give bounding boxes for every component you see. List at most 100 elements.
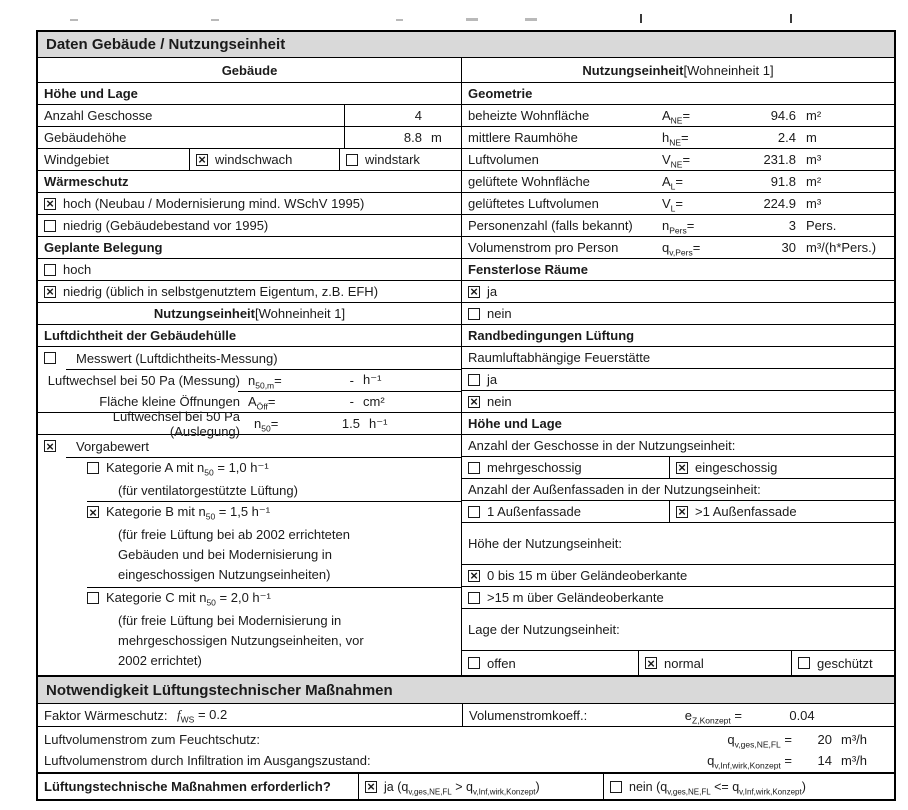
checkbox-geschuetzt[interactable] [798, 657, 810, 669]
qinf-line: qv,Inf,wirk,Konzept = 14 m³/h [588, 750, 888, 771]
faktor-waermeschutz-cell: Faktor Wärmeschutz: fWS = 0.2 [38, 704, 463, 726]
symbol-aoeff: AÖff= [248, 394, 276, 412]
symbol-vne: VNE= [662, 152, 691, 170]
qges-line: qv,ges,NE,FL = 20 m³/h [588, 729, 888, 750]
symbol-n50: n50= [254, 416, 279, 434]
notwendigkeit-title: Notwendigkeit Lüftungstechnischer Maßnah… [46, 681, 393, 699]
checkbox-windstark[interactable] [346, 153, 358, 166]
checkbox-eingeschossig[interactable]: × [676, 461, 688, 474]
checkbox-waermeschutz-niedrig[interactable] [44, 219, 56, 232]
row-belegung-hoch: hoch [38, 259, 461, 281]
checkbox-feuerstaette-nein[interactable]: × [468, 395, 480, 408]
fws-value: 0.2 [209, 707, 228, 722]
nutzungseinheit-subheader-rest: [Wohneinheit 1] [255, 306, 346, 321]
geo-unit: m² [806, 174, 822, 189]
offen-label: offen [487, 655, 516, 671]
form-title-bar: Daten Gebäude / Nutzungseinheit [38, 32, 894, 58]
normal-label: normal [664, 655, 704, 671]
n50m-unit: h⁻¹ [363, 372, 382, 387]
row-messwert: Messwert (Luftdichtheits-Messung) [38, 347, 461, 370]
row-mittlere-raumhoehe: mittlere Raumhöhe hNE= 2.4 m [462, 127, 894, 149]
row-gelueftete-wohnflaeche: gelüftete Wohnfläche AL= 91.8 m² [462, 171, 894, 193]
geplante-belegung-label: Geplante Belegung [44, 240, 163, 255]
checkbox-mehrgeschossig[interactable] [468, 461, 480, 474]
n50-unit: h⁻¹ [369, 415, 388, 431]
row-geschossigkeit: mehrgeschossig × eingeschossig [462, 457, 894, 479]
fensterlose-raeume-header: Fensterlose Räume [462, 259, 894, 281]
randbedingungen-label: Randbedingungen Lüftung [468, 328, 635, 343]
checkbox-kategorie-c[interactable] [87, 592, 99, 604]
checkbox-feuerstaette-ja[interactable] [468, 373, 480, 386]
checkbox-messwert[interactable] [44, 352, 56, 364]
geo-value: 231.8 [763, 152, 796, 167]
checkbox-mehr-aussenfassaden[interactable]: × [676, 505, 688, 518]
checkbox-erforderlich-nein[interactable] [610, 780, 622, 793]
geo-value: 94.6 [770, 108, 796, 123]
offen-cell: offen [462, 651, 639, 675]
anzahl-geschosse-label: Anzahl Geschosse [44, 108, 153, 123]
aoeff-value: - [349, 394, 354, 409]
nutzungseinheit-header-rest: [Wohneinheit 1] [683, 62, 774, 78]
qges-value: 20 [817, 731, 832, 747]
form-title: Daten Gebäude / Nutzungseinheit [46, 36, 286, 53]
feuerstaette-label: Raumluftabhängige Feuerstätte [468, 350, 651, 365]
checkbox-belegung-hoch[interactable] [44, 263, 56, 276]
row-volumenstrom-pro-person: Volumenstrom pro Person qv,Pers= 30 m³/(… [462, 237, 894, 259]
waermeschutz-hoch-label: hoch (Neubau / Modernisierung mind. WSch… [63, 196, 365, 211]
row-hoehe-0-15: × 0 bis 15 m über Geländeoberkante [462, 565, 894, 587]
randbedingungen-header: Randbedingungen Lüftung [462, 325, 894, 347]
hoehe-lage-header-right: Höhe und Lage [462, 413, 894, 435]
luftdichtheit-label: Luftdichtheit der Gebäudehülle [44, 328, 237, 343]
row-fassaden: 1 Außenfassade × >1 Außenfassade [462, 501, 894, 523]
symbol-qv-inf-wirk-konzept: qv,Inf,wirk,Konzept = [707, 752, 792, 771]
geo-label: Personenzahl (falls bekannt) [468, 218, 633, 233]
row-hoehe-nutzungseinheit: Höhe der Nutzungseinheit: [462, 523, 894, 565]
fensterlos-nein-label: nein [487, 306, 512, 321]
checkbox-hoehe-0-15[interactable]: × [468, 569, 480, 582]
row-luftwechsel-auslegung: Luftwechsel bei 50 Pa (Auslegung) n50= 1… [38, 409, 461, 439]
geo-value: 91.8 [770, 174, 796, 189]
checkbox-normal[interactable]: × [645, 657, 657, 669]
geo-unit: m [806, 130, 817, 145]
crop-artifact-dash [525, 18, 537, 21]
row-massnahmen-erforderlich: Lüftungstechnische Maßnahmen erforderlic… [38, 773, 894, 799]
row-luftvolumen: Luftvolumen VNE= 231.8 m³ [462, 149, 894, 171]
checkbox-hoehe-ueber-15[interactable] [468, 591, 480, 604]
checkbox-windschwach[interactable]: × [196, 153, 208, 166]
eingeschossig-label: eingeschossig [695, 460, 778, 475]
checkbox-waermeschutz-hoch[interactable]: × [44, 197, 56, 210]
row-gebaeudehoehe: Gebäudehöhe 8.8 m [38, 127, 461, 149]
fensterlose-raeume-label: Fensterlose Räume [468, 262, 588, 277]
geo-value: 30 [781, 240, 796, 255]
windstark-label: windstark [365, 152, 420, 167]
checkbox-kategorie-a[interactable] [87, 462, 99, 474]
faktor-waermeschutz-label: Faktor Wärmeschutz: [44, 707, 168, 723]
nutzungseinheit-column: Nutzungseinheit [Wohneinheit 1] Geometri… [462, 58, 894, 675]
row-kategorie-c: Kategorie C mit n50 = 2,0 h⁻¹ [38, 587, 461, 609]
erforderlich-label: Lüftungstechnische Maßnahmen erforderlic… [44, 779, 331, 794]
row-geschosse-frage: Anzahl der Geschosse in der Nutzungseinh… [462, 435, 894, 457]
crop-artifact-dash [466, 18, 478, 21]
gebaeudehoehe-label: Gebäudehöhe [44, 130, 127, 145]
checkbox-vorgabewert[interactable]: × [44, 440, 56, 452]
checkbox-kategorie-b[interactable]: × [87, 506, 99, 518]
checkbox-belegung-niedrig[interactable]: × [44, 285, 56, 298]
checkbox-fensterlos-ja[interactable]: × [468, 285, 480, 298]
crop-artifact-tick [790, 14, 792, 23]
row-luftwechsel-messung: Luftwechsel bei 50 Pa (Messung) n50,m= -… [38, 369, 461, 392]
qinf-value: 14 [817, 752, 832, 768]
ez-konzept-value: 0.04 [789, 707, 815, 723]
erforderlich-ja-cell: × ja (qv,ges,NE,FL > qv,Inf,wirk,Konzept… [359, 774, 604, 799]
row-feuerstaette-ja: ja [462, 369, 894, 391]
checkbox-erforderlich-ja[interactable]: × [365, 780, 377, 793]
symbol-al: AL= [662, 174, 683, 192]
waermeschutz-header: Wärmeschutz [38, 171, 461, 193]
row-feuerstaette: Raumluftabhängige Feuerstätte [462, 347, 894, 369]
checkbox-1-aussenfassade[interactable] [468, 505, 480, 518]
geschuetzt-label: geschützt [817, 655, 873, 671]
hoehe-0-15-label: 0 bis 15 m über Geländeoberkante [487, 568, 688, 583]
checkbox-fensterlos-nein[interactable] [468, 307, 480, 320]
checkbox-offen[interactable] [468, 657, 480, 669]
geometrie-label: Geometrie [468, 86, 533, 101]
symbol-ane: ANE= [662, 108, 691, 126]
